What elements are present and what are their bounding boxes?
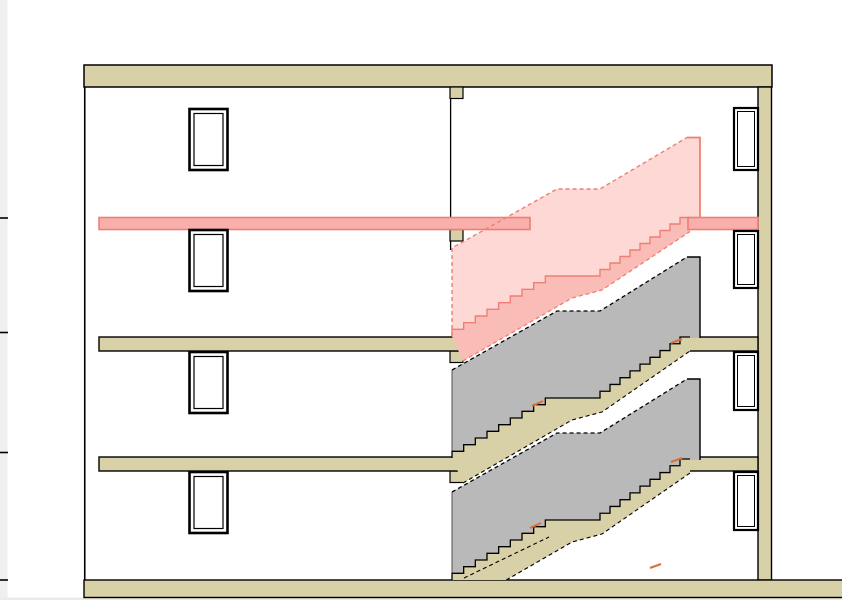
stair-gray-zone[interactable] bbox=[452, 379, 700, 580]
stairs-unselected bbox=[451, 256, 701, 581]
walkline-mark-5 bbox=[649, 563, 662, 569]
window-right-1[interactable] bbox=[732, 106, 760, 172]
window-inner-frame bbox=[737, 475, 755, 527]
window-inner-frame bbox=[193, 112, 224, 167]
floor-slabs bbox=[98, 336, 759, 472]
window-inner-frame bbox=[737, 234, 755, 285]
window-left-1[interactable] bbox=[188, 107, 229, 172]
ground-flight-rail-dashed bbox=[463, 536, 550, 579]
stair-gray-zone[interactable] bbox=[452, 257, 700, 458]
window-right-3[interactable] bbox=[732, 350, 760, 412]
stair-treads bbox=[451, 336, 690, 458]
selected-floor-slab-2[interactable] bbox=[687, 216, 759, 231]
slab-selected bbox=[98, 216, 759, 231]
stair-structure-band[interactable] bbox=[452, 459, 690, 580]
selected-underside-dashed bbox=[462, 230, 691, 362]
window-inner-frame bbox=[737, 111, 755, 167]
stair-underside-dashed bbox=[505, 472, 691, 581]
window-inner-frame bbox=[193, 233, 224, 288]
stair-railing-top-dashed bbox=[451, 256, 688, 371]
floor-slab-left-2[interactable] bbox=[98, 456, 464, 472]
selected-treads bbox=[451, 216, 690, 336]
window-left-4[interactable] bbox=[188, 470, 229, 535]
walkline-mark-1 bbox=[529, 522, 542, 529]
stair-railing-top-dashed bbox=[451, 378, 688, 493]
floor-slab-left-1[interactable] bbox=[98, 336, 464, 352]
canvas-left-edge-strip bbox=[0, 0, 8, 600]
window-right-2[interactable] bbox=[732, 229, 760, 290]
selected-railing-top-dashed bbox=[451, 136, 688, 336]
stair-flight-second[interactable] bbox=[451, 256, 701, 484]
walkline-mark-4 bbox=[670, 457, 683, 463]
window-right-4[interactable] bbox=[732, 470, 760, 532]
window-inner-frame bbox=[193, 475, 224, 530]
walkline-marks bbox=[529, 338, 683, 569]
window-inner-frame bbox=[193, 355, 224, 410]
walkline-mark-2 bbox=[531, 400, 544, 407]
walkline-mark-3 bbox=[670, 338, 683, 344]
stair-treads bbox=[451, 458, 690, 580]
selected-right-edge bbox=[687, 136, 701, 218]
landing-slab-right-1[interactable] bbox=[687, 336, 759, 352]
slab-downstand-stub-2[interactable] bbox=[449, 228, 464, 242]
stair-selected-outline bbox=[451, 136, 701, 362]
slab-downstand-stub-1[interactable] bbox=[449, 86, 464, 100]
canvas-bottom-edge-strip bbox=[0, 597, 842, 600]
window-inner-frame bbox=[737, 355, 755, 407]
stair-underside-dashed bbox=[462, 350, 691, 484]
stair-right-edge bbox=[687, 256, 701, 338]
windows bbox=[188, 106, 760, 535]
roof-slab[interactable] bbox=[83, 64, 773, 88]
selected-floor-slab-1[interactable] bbox=[98, 216, 531, 231]
window-left-2[interactable] bbox=[188, 228, 229, 293]
stair-right-edge bbox=[687, 378, 701, 460]
stair-flight-ground[interactable] bbox=[451, 378, 701, 581]
right-exterior-wall[interactable] bbox=[757, 86, 773, 581]
ground-slab[interactable] bbox=[83, 579, 842, 599]
window-left-3[interactable] bbox=[188, 350, 229, 415]
